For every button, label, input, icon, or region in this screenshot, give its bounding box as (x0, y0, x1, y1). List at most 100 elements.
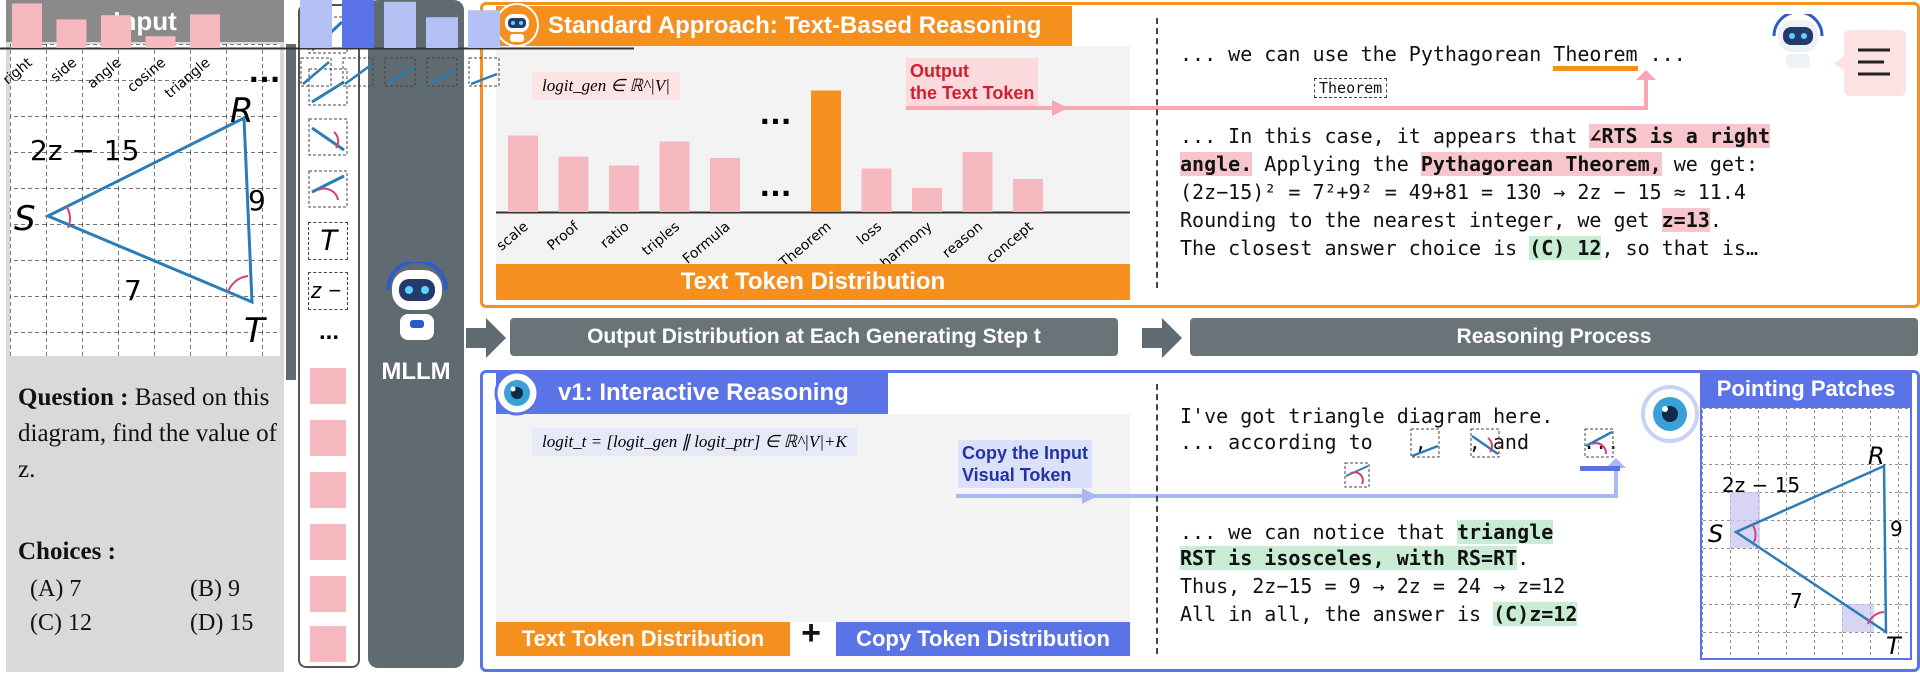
side-rt-label: 9 (248, 184, 266, 217)
pointing-diagram: R S T 2z − 15 9 7 (1702, 408, 1910, 660)
text-token (310, 576, 346, 612)
bar-cosine (145, 36, 176, 48)
theorem-token-box: Theorem (1314, 78, 1388, 98)
inline-patch-3 (1584, 428, 1614, 458)
arrow-right-icon (466, 318, 506, 358)
std-reason-line6: The closest answer choice is (C) 12, so … (1180, 236, 1758, 260)
plus-sign: + (801, 614, 821, 652)
copy-patch-tick (300, 57, 332, 87)
tick-label: reason (939, 219, 986, 262)
choice-b: (B) 9 (190, 576, 240, 602)
v1-reason-line2: ... according to , , and ... (1180, 430, 1620, 454)
token-ellipsis: ... (318, 318, 339, 345)
patch-token-4 (308, 170, 348, 208)
vertex-s-label: S (14, 199, 36, 239)
copy-patch-tick (342, 57, 374, 87)
bar-reason (962, 152, 993, 212)
v1-reason-line1: I've got triangle diagram here. (1180, 404, 1554, 428)
patch-token-2 (308, 68, 348, 106)
output-distribution-bar: Output Distribution at Each Generating S… (510, 318, 1118, 356)
standard-formula: logit_gen ∈ ℝ^|V| (532, 72, 680, 100)
patch-underline (1580, 466, 1620, 471)
copy-bar (468, 10, 500, 48)
tick-label: right (0, 54, 36, 88)
axis-ellipsis: ... (249, 56, 281, 89)
chart-ellipsis: ... (760, 98, 792, 131)
bar-theorem (811, 90, 841, 212)
choice-d: (D) 15 (190, 610, 254, 636)
patch-token-3 (308, 118, 348, 156)
std-reason-line3: angle. Applying the Pythagorean Theorem,… (1180, 152, 1758, 176)
side-st-label: 7 (124, 274, 142, 307)
bar-concept (1013, 179, 1043, 212)
tick-label: loss (854, 219, 885, 249)
std-reason-line1: ... we can use the Pythagorean Theorem .… (1180, 42, 1686, 71)
pointing-patches-title: Pointing Patches (1700, 372, 1912, 406)
vertex-t-label: T (244, 311, 267, 351)
tick-label: Proof (544, 218, 582, 254)
text-token (310, 626, 346, 662)
text-token (310, 368, 346, 404)
copy-bar (384, 1, 416, 49)
inline-patch-2 (1470, 428, 1500, 458)
copy-bar (342, 0, 374, 48)
bar-ratio (609, 165, 639, 212)
bar-formula (710, 158, 740, 212)
v1-reason-line6: All in all, the answer is (C)z=12 (1180, 602, 1578, 626)
copy-patch-tick (468, 57, 500, 87)
eye-icon (1641, 385, 1699, 443)
eye-icon (494, 370, 540, 416)
question-label: Question : (18, 384, 129, 411)
standard-text-token-distribution: Text Token Distribution (496, 264, 1130, 300)
output-text-token-label: Output the Text Token (906, 58, 1039, 106)
bar-triangle (190, 14, 220, 48)
tick-label: ratio (598, 219, 633, 252)
copy-arrow (956, 458, 1626, 504)
robot-icon (386, 262, 448, 340)
v1-reason-line3: ... we can notice that triangle (1180, 520, 1554, 544)
bar-scale (508, 135, 538, 212)
vertex-r-label: R (230, 91, 254, 131)
pointing-patches-panel: R S T 2z − 15 9 7 (1700, 406, 1912, 660)
tick-label: angle (85, 55, 125, 92)
copy-patch-tick (384, 57, 416, 87)
tick-label: Theorem (776, 219, 835, 264)
patch-token-z: z − (308, 272, 348, 310)
output-arrow (906, 70, 1656, 116)
arrow-right-icon (1142, 318, 1182, 358)
divider (1156, 18, 1158, 288)
tick-label: scale (496, 219, 532, 254)
pp-side-rt: 9 (1890, 517, 1903, 541)
chart-ellipsis: ... (249, 0, 281, 5)
patch-token-t: T (308, 222, 348, 260)
choice-a: (A) 7 (30, 576, 82, 602)
token-strip: T z − ... (298, 4, 360, 668)
pp-side-st: 7 (1790, 589, 1803, 613)
std-reason-line5: Rounding to the nearest integer, we get … (1180, 208, 1722, 232)
v1-formula: logit_t = [logit_gen ∥ logit_ptr] ∈ ℝ^|V… (532, 428, 857, 456)
reasoning-process-bar: Reasoning Process (1190, 318, 1918, 356)
text-token (310, 420, 346, 456)
divider (1156, 384, 1158, 654)
pointed-patch-token (1344, 462, 1370, 488)
v1-reason-line4: RST is isosceles, with RS=RT. (1180, 546, 1530, 570)
robot-avatar-icon (495, 3, 539, 47)
input-diagram: R S T 2z − 15 9 7 (10, 44, 280, 356)
message-bubble-icon (1834, 30, 1906, 96)
choice-c: (C) 12 (30, 610, 92, 636)
choices-label: Choices : (18, 538, 116, 565)
text-token (310, 472, 346, 508)
triangle-diagram: R S T 2z − 15 9 7 (10, 44, 280, 356)
tick-label: side (48, 55, 80, 86)
pp-vertex-r: R (1868, 442, 1885, 470)
inline-patch-1 (1410, 428, 1440, 458)
copy-bar (300, 0, 332, 49)
v1-reason-line5: Thus, 2z−15 = 9 → 2z = 24 → z=12 (1180, 574, 1566, 598)
bar-right (12, 3, 42, 49)
robot-icon (1772, 14, 1824, 68)
axis-ellipsis: ... (760, 170, 792, 203)
input-title: Input (6, 0, 284, 42)
tick-label: triangle (162, 55, 214, 102)
tick-label: triples (639, 219, 683, 259)
